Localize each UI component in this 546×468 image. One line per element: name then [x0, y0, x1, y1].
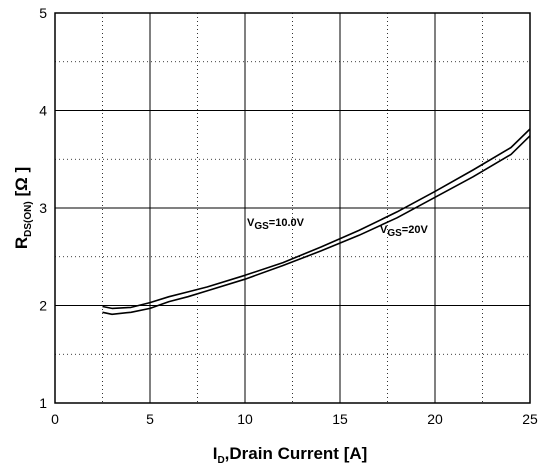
series-label-vgs-20: VGS=20V	[380, 224, 428, 239]
x-tick-label: 5	[146, 411, 154, 427]
x-tick-label: 10	[237, 411, 253, 427]
grid	[55, 13, 530, 403]
x-axis-title: ID,Drain Current [A]	[213, 444, 368, 466]
y-axis-title: RDS(ON) [Ω ]	[12, 167, 34, 249]
series-line-1	[102, 135, 531, 316]
series-lines	[102, 128, 531, 316]
y-tick-label: 5	[39, 5, 47, 21]
x-tick-label: 20	[427, 411, 443, 427]
tick-labels: 0 5 10 15 20 25 1 2 3 4 5	[39, 5, 538, 427]
x-tick-label: 25	[522, 411, 538, 427]
y-tick-label: 1	[39, 395, 47, 411]
y-tick-label: 3	[39, 200, 47, 216]
plot-frame	[54, 12, 531, 404]
x-tick-label: 15	[332, 411, 348, 427]
y-tick-label: 4	[39, 103, 47, 119]
series-label-vgs-10: VGS=10.0V	[247, 217, 305, 232]
x-tick-label: 0	[51, 411, 59, 427]
series-line-0	[102, 128, 531, 310]
y-tick-label: 2	[39, 298, 47, 314]
